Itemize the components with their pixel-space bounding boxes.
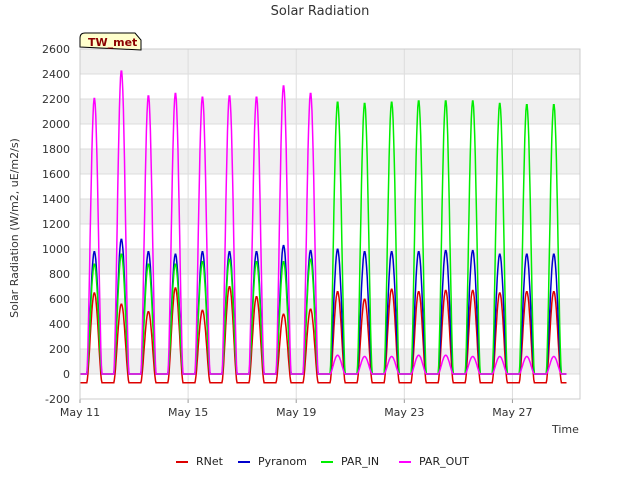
y-tick-label: 2400 (42, 68, 70, 81)
y-tick-label: 400 (49, 318, 70, 331)
y-tick-label: 2000 (42, 118, 70, 131)
legend-item-pyranom: Pyranom (238, 455, 307, 468)
series-line-rnet (80, 286, 567, 384)
chart-title: Solar Radiation (271, 4, 370, 19)
station-badge: TW_met (79, 32, 142, 51)
plot-band (80, 149, 580, 174)
y-tick-label: 1200 (42, 218, 70, 231)
legend: RNet Pyranom PAR_IN PAR_OUT (176, 455, 469, 468)
plot-band (80, 49, 580, 74)
y-tick-label: 600 (49, 293, 70, 306)
x-tick-label: May 15 (168, 406, 208, 419)
y-tick-label: 0 (63, 368, 70, 381)
plot-band (80, 99, 580, 124)
x-axis-label: Time (551, 423, 579, 436)
y-tick-label: 800 (49, 268, 70, 281)
x-tick-label: May 19 (276, 406, 316, 419)
series-line-par-out (80, 70, 567, 375)
plot-band (80, 224, 580, 249)
plot-band (80, 124, 580, 149)
plot-band (80, 174, 580, 199)
plot-frame (79, 48, 581, 400)
legend-label: Pyranom (258, 455, 307, 468)
legend-item-par-out: PAR_OUT (399, 455, 469, 468)
y-axis-label: Solar Radiation (W/m2, uE/m2/s) (8, 138, 21, 318)
legend-item-par-in: PAR_IN (321, 455, 379, 468)
y-tick-label: 200 (49, 343, 70, 356)
legend-label: RNet (196, 455, 224, 468)
x-tick-label: May 11 (60, 406, 100, 419)
y-tick-label: 1800 (42, 143, 70, 156)
legend-label: PAR_IN (341, 455, 379, 468)
y-tick-label: -200 (45, 393, 70, 406)
y-tick-label: 1400 (42, 193, 70, 206)
x-tick-label: May 27 (492, 406, 532, 419)
y-tick-label: 1600 (42, 168, 70, 181)
badge-label: TW_met (88, 36, 137, 49)
axes: -200 0 200 400 600 800 1000 1200 1400 1600 1800 200… (42, 43, 581, 419)
series-layer (80, 70, 567, 384)
badge-shape (79, 32, 142, 51)
plot-band (80, 74, 580, 99)
legend-item-rnet: RNet (176, 455, 224, 468)
x-tick-label: May 23 (384, 406, 424, 419)
legend-label: PAR_OUT (419, 455, 469, 468)
plot-band (80, 199, 580, 224)
plot-band (80, 249, 580, 274)
y-tick-label: 1000 (42, 243, 70, 256)
y-tick-label: 2200 (42, 93, 70, 106)
y-tick-label: 2600 (42, 43, 70, 56)
